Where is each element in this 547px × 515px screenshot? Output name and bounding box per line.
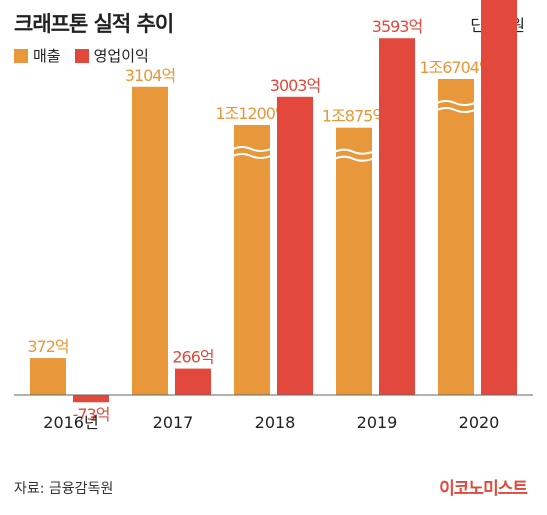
legend-swatch-operating-income	[74, 48, 89, 63]
bar-operating-income-2	[277, 96, 313, 396]
axis-break-mark-3-0	[334, 148, 374, 155]
bar-revenue-1	[132, 86, 168, 395]
x-tick-label-2: 2018	[255, 413, 296, 432]
legend-item-operating-income: 영업이익	[74, 45, 149, 66]
bar-revenue-4	[438, 79, 474, 395]
data-label-operating-income-0: -73억	[73, 405, 110, 424]
data-label-revenue-0: 372억	[27, 337, 68, 356]
source-note: 자료: 금융감독원	[14, 481, 114, 497]
axis-break-mark-3-1	[334, 155, 374, 162]
bar-revenue-3	[336, 127, 372, 396]
data-label-operating-income-2: 3003억	[270, 76, 320, 95]
axis-break-mark-4-0	[436, 100, 476, 106]
brand-logo: 이코노미스트	[439, 479, 528, 499]
x-tick-label-1: 2017	[153, 413, 194, 432]
legend-item-revenue: 매출	[14, 45, 61, 66]
bar-revenue-0	[30, 358, 66, 395]
chart-title: 크래프톤 실적 추이	[14, 12, 174, 36]
axis-break-mark-2-1	[232, 152, 272, 159]
axis-break-mark-2-0	[232, 145, 272, 152]
legend: 매출 영업이익	[14, 45, 163, 66]
bar-operating-income-0	[73, 395, 109, 403]
legend-label-revenue: 매출	[33, 47, 61, 65]
data-label-revenue-4: 1조6704억	[419, 58, 492, 77]
data-label-revenue-2: 1조1200억	[215, 104, 288, 123]
bar-operating-income-1	[175, 368, 211, 395]
data-label-operating-income-3: 3593억	[372, 17, 422, 36]
legend-swatch-revenue	[14, 48, 28, 63]
axis-break-mark-4-1	[436, 107, 476, 113]
x-tick-label-3: 2019	[357, 413, 398, 432]
bar-operating-income-4	[481, 0, 517, 396]
bar-operating-income-3	[379, 38, 415, 396]
legend-label-operating-income: 영업이익	[93, 47, 149, 65]
data-label-operating-income-1: 266억	[172, 348, 213, 367]
data-label-revenue-1: 3104억	[125, 66, 175, 85]
bar-revenue-2	[234, 124, 270, 395]
x-tick-label-4: 2020	[459, 413, 500, 432]
data-label-revenue-3: 1조875억	[322, 107, 386, 126]
x-tick-label-0: 2016년	[43, 413, 98, 432]
